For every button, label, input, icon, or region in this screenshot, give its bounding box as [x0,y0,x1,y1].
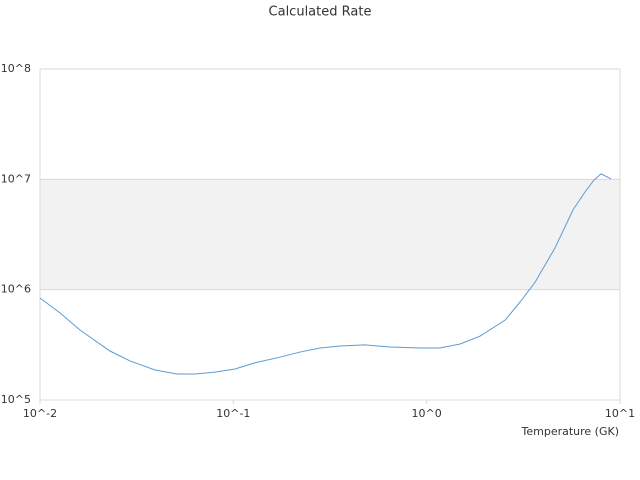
x-axis-label: Temperature (GK) [521,425,620,438]
y-tick-label: 10^7 [1,172,31,185]
x-tick-label: 10^1 [605,407,635,420]
x-tick-label: 10^-2 [23,407,57,420]
x-tick-label: 10^-1 [216,407,250,420]
y-tick-label: 10^6 [1,283,31,296]
data-line [39,173,612,375]
y-tick-label: 10^5 [1,393,31,406]
chart-title: Calculated Rate [269,5,372,20]
y-tick-label: 10^8 [1,62,31,75]
grid-band [40,179,620,290]
x-tick-label: 10^0 [412,407,442,420]
